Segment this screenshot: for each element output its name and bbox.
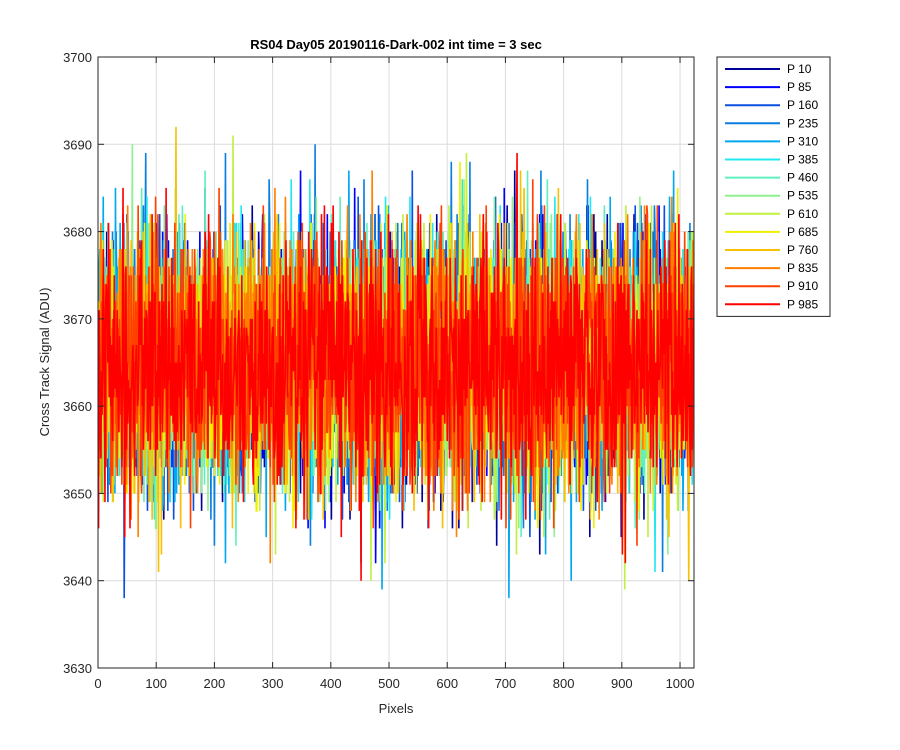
legend-label: P 310: [787, 134, 818, 148]
x-tick-label: 1000: [666, 676, 695, 691]
x-tick-label: 900: [611, 676, 633, 691]
x-tick-label: 600: [436, 676, 458, 691]
y-tick-label: 3650: [63, 486, 92, 501]
legend-label: P 685: [787, 225, 818, 239]
legend-label: P 10: [787, 62, 812, 76]
legend-label: P 610: [787, 207, 818, 221]
y-tick-label: 3630: [63, 661, 92, 676]
legend-label: P 235: [787, 116, 818, 130]
legend-label: P 385: [787, 153, 818, 167]
legend: P 10 P 85 P 160 P 235 P 310 P 385 P 460 P 535 P …: [716, 56, 831, 317]
x-tick-label: 200: [204, 676, 226, 691]
plot-frame: [97, 56, 695, 669]
y-tick-label: 3690: [63, 137, 92, 152]
legend-label: P 460: [787, 171, 818, 185]
y-tick-label: 3640: [63, 574, 92, 589]
legend-label: P 985: [787, 297, 818, 311]
x-tick-label: 100: [145, 676, 167, 691]
x-axis-label: Pixels: [379, 701, 414, 716]
y-tick-label: 3700: [63, 50, 92, 65]
x-tick-label: 300: [262, 676, 284, 691]
x-tick-label: 800: [553, 676, 575, 691]
y-tick-label: 3680: [63, 225, 92, 240]
y-tick-label: 3670: [63, 312, 92, 327]
x-tick-label: 400: [320, 676, 342, 691]
legend-box: [716, 56, 831, 317]
x-tick-label: 500: [378, 676, 400, 691]
y-axis-label: Cross Track Signal (ADU): [37, 288, 52, 437]
axis-ticks: 0 100 200 300 400 500 600 700 800 900 1000 3630 3640…: [63, 50, 694, 691]
series-lines: [98, 126, 694, 599]
legend-label: P 910: [787, 279, 818, 293]
legend-label: P 85: [787, 80, 812, 94]
y-tick-label: 3660: [63, 399, 92, 414]
legend-label: P 760: [787, 243, 818, 257]
x-tick-label: 0: [94, 676, 101, 691]
chart-title: RS04 Day05 20190116-Dark-002 int time = …: [250, 37, 542, 52]
legend-label: P 535: [787, 189, 818, 203]
x-tick-label: 700: [495, 676, 517, 691]
legend-label: P 835: [787, 261, 818, 275]
legend-label: P 160: [787, 98, 818, 112]
series-line: [98, 153, 694, 581]
